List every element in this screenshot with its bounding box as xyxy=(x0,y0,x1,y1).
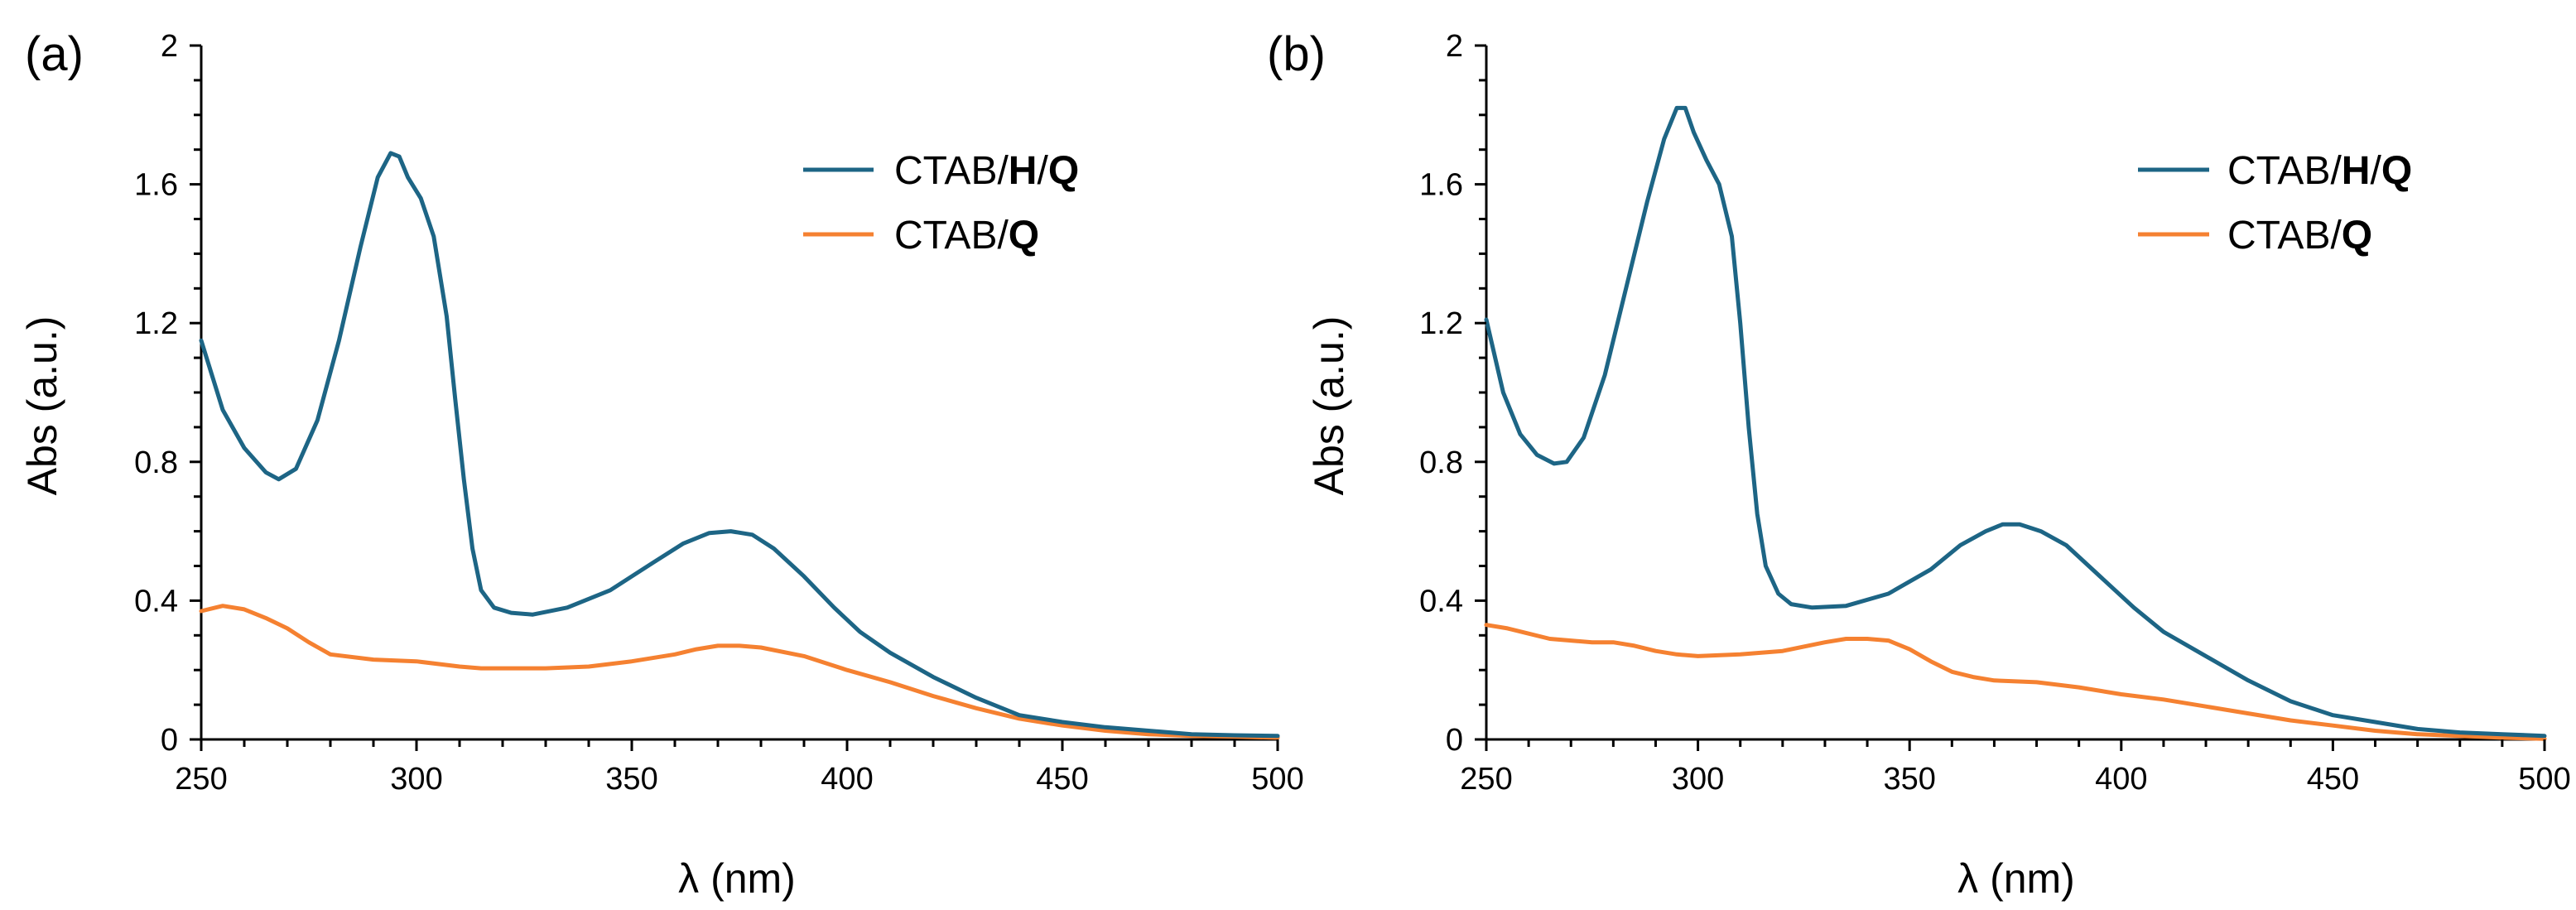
panel-b-x-axis-title: λ (nm) xyxy=(1957,855,2075,902)
legend-part: / xyxy=(2370,149,2381,193)
x-tick-label: 500 xyxy=(2518,762,2570,797)
x-tick-label: 350 xyxy=(605,762,657,797)
y-tick-label: 1.2 xyxy=(134,306,178,341)
panel-a-legend: CTAB/H/Q CTAB/Q xyxy=(803,149,1079,258)
y-tick-label: 1.6 xyxy=(1419,168,1463,203)
y-tick-label: 1.2 xyxy=(1419,306,1463,341)
legend-part: H xyxy=(1009,149,1038,193)
y-tick-label: 0.8 xyxy=(1419,445,1463,480)
panel-a: (a) 0 0.4 0.8 1.2 1.6 2 250 300 350 400 … xyxy=(19,27,1304,902)
legend-prefix: CTAB/ xyxy=(894,149,1009,193)
panel-a-y-tick-labels: 0 0.4 0.8 1.2 1.6 2 xyxy=(134,29,178,758)
y-tick-label: 0.8 xyxy=(134,445,178,480)
panel-a-y-axis-title: Abs (a.u.) xyxy=(19,316,65,496)
y-tick-label: 0.4 xyxy=(134,584,178,619)
legend-prefix: CTAB/ xyxy=(894,214,1009,258)
legend-label-hq: CTAB/H/Q xyxy=(2227,149,2412,193)
panel-b-y-tick-labels: 0 0.4 0.8 1.2 1.6 2 xyxy=(1419,29,1463,758)
series-line-ctab-h-q xyxy=(1484,105,2547,739)
legend-prefix: CTAB/ xyxy=(2227,149,2342,193)
legend-part: Q xyxy=(1048,149,1079,193)
panel-b-legend: CTAB/H/Q CTAB/Q xyxy=(2138,149,2412,258)
panel-b-y-axis-title: Abs (a.u.) xyxy=(1306,316,1352,496)
y-tick-label: 0 xyxy=(161,723,178,758)
legend-part: / xyxy=(1037,149,1048,193)
axes xyxy=(200,46,1278,741)
y-tick-label: 0.4 xyxy=(1419,584,1463,619)
panel-a-x-tick-labels: 250 300 350 400 450 500 xyxy=(175,762,1303,797)
series-line-ctab-q xyxy=(199,604,1280,740)
panel-a-label: (a) xyxy=(25,27,84,81)
x-tick-label: 500 xyxy=(1251,762,1303,797)
legend-label-q: CTAB/Q xyxy=(894,214,1039,258)
legend-label-q: CTAB/Q xyxy=(2227,214,2372,258)
y-tick-label: 2 xyxy=(161,29,178,64)
y-tick-label: 2 xyxy=(1446,29,1463,64)
x-tick-label: 300 xyxy=(1672,762,1724,797)
panel-b-x-tick-labels: 250 300 350 400 450 500 xyxy=(1460,762,2570,797)
panel-b-label: (b) xyxy=(1267,27,1326,81)
x-tick-label: 250 xyxy=(175,762,227,797)
legend-part: Q xyxy=(2381,149,2412,193)
x-tick-label: 450 xyxy=(1036,762,1088,797)
panel-a-x-axis-title: λ (nm) xyxy=(678,855,796,902)
legend-label-hq: CTAB/H/Q xyxy=(894,149,1079,193)
x-tick-label: 300 xyxy=(390,762,442,797)
y-tick-label: 0 xyxy=(1446,723,1463,758)
legend-part: Q xyxy=(1009,214,1039,258)
x-tick-label: 400 xyxy=(2095,762,2147,797)
legend-prefix: CTAB/ xyxy=(2227,214,2342,258)
x-tick-label: 350 xyxy=(1883,762,1935,797)
x-tick-label: 250 xyxy=(1460,762,1512,797)
legend-part: H xyxy=(2342,149,2371,193)
panel-b: (b) 0 0.4 0.8 1.2 1.6 2 250 300 350 400 … xyxy=(1267,27,2571,902)
x-tick-label: 450 xyxy=(2307,762,2359,797)
series-line-ctab-h-q xyxy=(199,151,1280,739)
x-tick-label: 400 xyxy=(821,762,873,797)
legend-part: Q xyxy=(2342,214,2372,258)
y-tick-label: 1.6 xyxy=(134,168,178,203)
series-line-ctab-q xyxy=(1484,623,2547,741)
